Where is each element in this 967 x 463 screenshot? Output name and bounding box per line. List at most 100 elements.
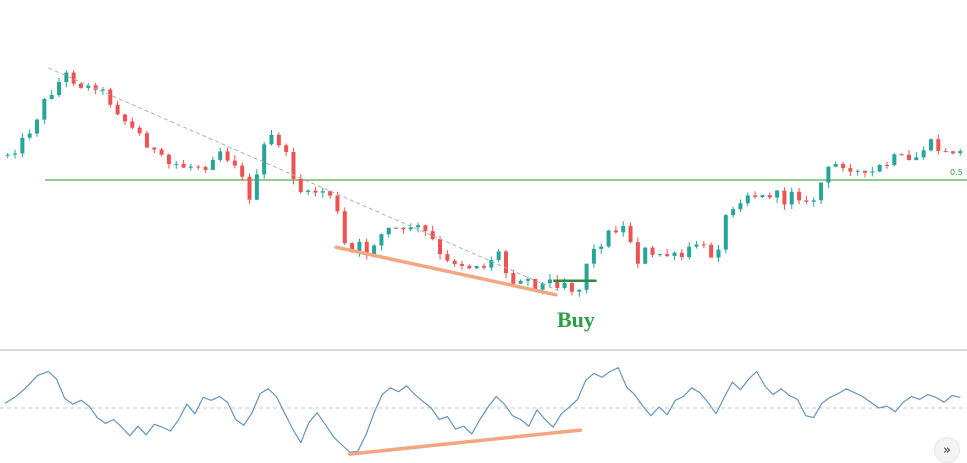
- candle: [276, 132, 281, 148]
- candle: [701, 241, 706, 248]
- candle: [731, 206, 736, 218]
- candle: [599, 243, 604, 254]
- candle: [174, 160, 179, 169]
- candle: [906, 149, 911, 161]
- candle: [408, 223, 413, 232]
- candle: [474, 265, 479, 270]
- candle: [643, 246, 648, 265]
- candle: [885, 161, 890, 169]
- candle: [159, 147, 164, 157]
- candle: [928, 138, 933, 152]
- candle: [496, 249, 501, 263]
- candle: [650, 245, 655, 258]
- price-divergence-line: [334, 245, 558, 297]
- candle: [386, 227, 391, 238]
- candle: [328, 190, 333, 199]
- candle: [921, 146, 926, 160]
- candle: [401, 227, 406, 234]
- candle: [577, 289, 582, 297]
- candle: [247, 173, 252, 204]
- candle: [232, 155, 237, 169]
- candle: [841, 161, 846, 172]
- candle: [628, 222, 633, 244]
- candle: [42, 97, 47, 125]
- candle: [20, 132, 25, 158]
- candle: [709, 242, 714, 258]
- candle: [899, 153, 904, 156]
- candle: [489, 256, 494, 271]
- candle: [218, 147, 223, 163]
- candle: [789, 187, 794, 210]
- candle: [13, 149, 18, 159]
- candle: [797, 188, 802, 205]
- candle: [335, 191, 340, 214]
- candle: [452, 259, 457, 267]
- candle: [467, 264, 472, 270]
- candle: [914, 152, 919, 161]
- candle: [262, 141, 267, 179]
- candle: [738, 199, 743, 212]
- candle: [870, 166, 875, 177]
- candle: [511, 269, 516, 286]
- candle: [152, 146, 157, 154]
- candle: [672, 251, 677, 261]
- buy-signal-label: Buy: [557, 307, 595, 332]
- candle: [760, 194, 765, 198]
- candle: [57, 77, 62, 98]
- candle: [621, 221, 626, 237]
- candle: [936, 134, 941, 155]
- candle: [423, 224, 428, 237]
- candle: [364, 238, 369, 260]
- candle: [181, 159, 186, 168]
- candle: [49, 90, 54, 100]
- candle: [291, 147, 296, 185]
- candle: [665, 248, 670, 257]
- candle: [877, 164, 882, 172]
- candle: [115, 100, 120, 116]
- candle: [569, 279, 574, 296]
- candle: [775, 189, 780, 203]
- candle: [35, 118, 40, 137]
- candle: [100, 87, 105, 95]
- candle: [430, 225, 435, 241]
- candle: [892, 152, 897, 167]
- candle: [416, 222, 421, 233]
- candle: [122, 113, 127, 126]
- candle: [203, 165, 208, 173]
- candle: [86, 83, 91, 91]
- candle: [254, 169, 259, 201]
- double-chevron-right-icon: »: [943, 442, 951, 458]
- candle: [210, 156, 215, 170]
- candle: [64, 70, 69, 88]
- candle: [306, 189, 311, 196]
- scroll-to-realtime-button[interactable]: »: [934, 437, 960, 463]
- candle: [196, 164, 201, 170]
- candle: [445, 250, 450, 263]
- candle: [130, 117, 135, 130]
- candle: [298, 174, 303, 194]
- candle: [950, 151, 955, 155]
- candle: [108, 87, 113, 108]
- candle: [767, 192, 772, 200]
- candle: [745, 192, 750, 207]
- candle: [753, 191, 758, 199]
- candle: [591, 244, 596, 268]
- candle: [958, 148, 963, 156]
- candle: [525, 276, 530, 287]
- candle: [342, 207, 347, 246]
- candle: [943, 148, 948, 153]
- candle: [782, 187, 787, 210]
- candle: [460, 261, 465, 270]
- candle: [657, 253, 662, 257]
- candle: [71, 70, 76, 87]
- candle: [716, 245, 721, 263]
- candle: [482, 263, 486, 270]
- candle: [269, 130, 274, 146]
- candle: [555, 275, 560, 291]
- candle: [547, 274, 552, 288]
- candle: [819, 182, 824, 205]
- candle: [240, 162, 245, 181]
- dashed-trendline: [48, 67, 562, 293]
- candle: [811, 197, 816, 207]
- candle: [394, 227, 399, 229]
